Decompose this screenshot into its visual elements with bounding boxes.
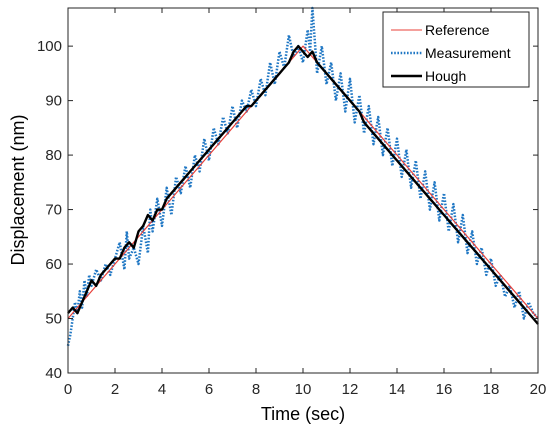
x-tick-label: 6 (205, 381, 213, 398)
legend-label-hough: Hough (425, 68, 466, 84)
y-tick-label: 60 (45, 256, 62, 273)
x-tick-label: 8 (252, 381, 260, 398)
y-tick-label: 50 (45, 311, 62, 328)
series-line-reference (67, 45, 539, 319)
y-tick-label: 40 (45, 365, 62, 382)
series-line-hough (67, 44, 539, 325)
axis-ticks: 0 2 4 6 8 10 12 14 16 18 20 40 50 60 70 80 90 100 (37, 8, 546, 398)
legend-box (382, 11, 530, 88)
x-tick-label: 4 (158, 381, 166, 398)
x-tick-label: 16 (436, 381, 453, 398)
x-tick-label: 12 (342, 381, 359, 398)
legend: Reference Measurement Hough (382, 11, 530, 88)
x-axis-label: Time (sec) (261, 404, 345, 424)
y-tick-label: 70 (45, 202, 62, 219)
x-tick-label: 10 (295, 381, 312, 398)
legend-label-measurement: Measurement (425, 45, 511, 61)
legend-label-reference: Reference (425, 22, 490, 38)
x-tick-label: 0 (64, 381, 72, 398)
y-tick-label: 100 (37, 38, 62, 55)
plot-lines (66, 6, 539, 347)
y-tick-label: 90 (45, 93, 62, 110)
x-tick-label: 20 (530, 381, 547, 398)
y-tick-label: 80 (45, 147, 62, 164)
series-line-measurement (66, 6, 539, 347)
x-tick-label: 18 (483, 381, 500, 398)
y-axis-label: Displacement (nm) (8, 114, 28, 265)
x-tick-label: 2 (111, 381, 119, 398)
x-tick-label: 14 (389, 381, 406, 398)
